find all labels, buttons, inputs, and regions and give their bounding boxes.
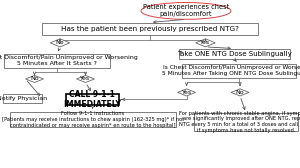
FancyBboxPatch shape	[182, 64, 296, 78]
Text: No: No	[236, 90, 244, 95]
Text: Follow 9-1-1 instructions
[Patients may receive instructions to chew aspirin (16: Follow 9-1-1 instructions [Patients may …	[2, 111, 184, 128]
FancyBboxPatch shape	[194, 113, 298, 131]
Text: Yes: Yes	[182, 90, 192, 95]
FancyBboxPatch shape	[66, 94, 119, 105]
Text: Notify Physician: Notify Physician	[0, 96, 48, 101]
FancyBboxPatch shape	[10, 112, 176, 127]
Ellipse shape	[141, 3, 231, 19]
Text: Is Chest Discomfort/Pain Unimproved or Worsening
5 Minutes After Taking ONE NTG : Is Chest Discomfort/Pain Unimproved or W…	[162, 66, 300, 76]
FancyBboxPatch shape	[42, 23, 258, 35]
Text: Is Chest Discomfort/Pain Unimproved or Worsening
5 Minutes After It Starts ?: Is Chest Discomfort/Pain Unimproved or W…	[0, 55, 137, 66]
Polygon shape	[76, 75, 94, 82]
Polygon shape	[178, 89, 196, 96]
FancyBboxPatch shape	[178, 49, 290, 59]
Text: For patients with chronic stable angina, if symptoms
are significantly improved : For patients with chronic stable angina,…	[179, 111, 300, 133]
Text: Yes: Yes	[80, 76, 91, 81]
Polygon shape	[196, 39, 215, 47]
Text: No: No	[56, 40, 64, 45]
FancyBboxPatch shape	[3, 94, 42, 103]
Text: Take ONE NTG Dose Sublingually: Take ONE NTG Dose Sublingually	[177, 51, 291, 57]
Text: Yes: Yes	[200, 40, 211, 45]
Polygon shape	[26, 75, 44, 82]
FancyBboxPatch shape	[4, 54, 110, 68]
Text: Patient experiences chest
pain/discomfort: Patient experiences chest pain/discomfor…	[143, 4, 229, 17]
Text: No: No	[30, 76, 39, 81]
Text: CALL 9-1-1
IMMEDIATELY: CALL 9-1-1 IMMEDIATELY	[64, 90, 121, 109]
Text: Has the patient been previously prescribed NTG?: Has the patient been previously prescrib…	[61, 26, 239, 32]
Polygon shape	[50, 39, 70, 47]
Polygon shape	[231, 89, 249, 96]
